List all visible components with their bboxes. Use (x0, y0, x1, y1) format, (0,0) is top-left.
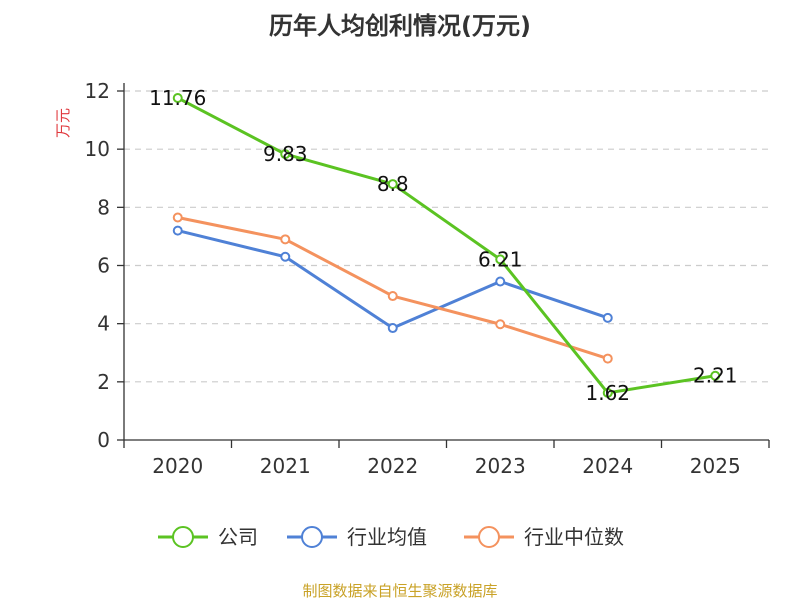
series-行业均值 (172, 225, 613, 334)
legend: 公司 行业均值 行业中位数 (158, 525, 624, 549)
x-tick-label-2025: 2025 (690, 454, 741, 478)
x-tick-label-2021: 2021 (260, 454, 311, 478)
y-tick-label: 4 (97, 312, 110, 336)
data-point (495, 319, 506, 330)
grid-lines (124, 90, 769, 383)
x-tick-label-2023: 2023 (475, 454, 526, 478)
data-point (172, 225, 183, 236)
y-tick-label: 2 (97, 370, 110, 394)
x-tick-label-2020: 2020 (152, 454, 203, 478)
y-tick-label: 10 (85, 137, 110, 161)
data-label: 2.21 (693, 364, 738, 388)
legend-item-公司[interactable]: 公司 (158, 525, 258, 549)
series-line-行业中位数 (177, 216, 609, 360)
data-point (280, 234, 291, 245)
legend-marker (478, 526, 500, 548)
data-point (172, 92, 183, 103)
legend-marker (172, 526, 194, 548)
legend-item-行业中位数[interactable]: 行业中位数 (464, 525, 624, 549)
chart-title: 历年人均创利情况(万元) (269, 12, 531, 40)
y-tick-label: 0 (97, 428, 110, 452)
data-label: 9.83 (263, 142, 308, 166)
data-point (710, 370, 721, 381)
data-point (387, 323, 398, 334)
x-tick-label-2022: 2022 (367, 454, 418, 478)
data-label: 11.76 (149, 86, 206, 110)
legend-label: 行业均值 (347, 525, 427, 549)
legend-label: 公司 (218, 525, 258, 549)
data-label: 6.21 (478, 247, 523, 271)
legend-item-行业均值[interactable]: 行业均值 (287, 525, 427, 549)
data-point (387, 291, 398, 302)
data-point (495, 254, 506, 265)
source-note: 制图数据来自恒生聚源数据库 (302, 582, 497, 600)
y-tick-label: 6 (97, 254, 110, 278)
data-point (495, 276, 506, 287)
series-公司 (172, 92, 721, 398)
series-layer (172, 92, 721, 398)
y-tick-label: 12 (85, 79, 110, 103)
data-point (172, 212, 183, 223)
data-labels: 11.76 9.83 8.8 6.21 1.62 2.21 (149, 86, 737, 405)
legend-label: 行业中位数 (524, 525, 624, 549)
data-label: 1.62 (585, 381, 630, 405)
series-line-公司 (177, 96, 716, 395)
data-point (602, 353, 613, 364)
legend-marker (301, 526, 323, 548)
data-point (387, 179, 398, 190)
data-label: 8.8 (377, 172, 409, 196)
data-point (602, 312, 613, 323)
axes: 0 2 4 6 8 10 12 2020 2021 2022 2023 2024 2025 (85, 79, 770, 478)
data-point (280, 149, 291, 160)
data-point (602, 387, 613, 398)
y-tick-label: 8 (97, 195, 110, 219)
x-tick-label-2024: 2024 (582, 454, 633, 478)
data-point (280, 251, 291, 262)
y-axis-title: 万元 (54, 108, 72, 138)
series-行业中位数 (172, 212, 613, 364)
